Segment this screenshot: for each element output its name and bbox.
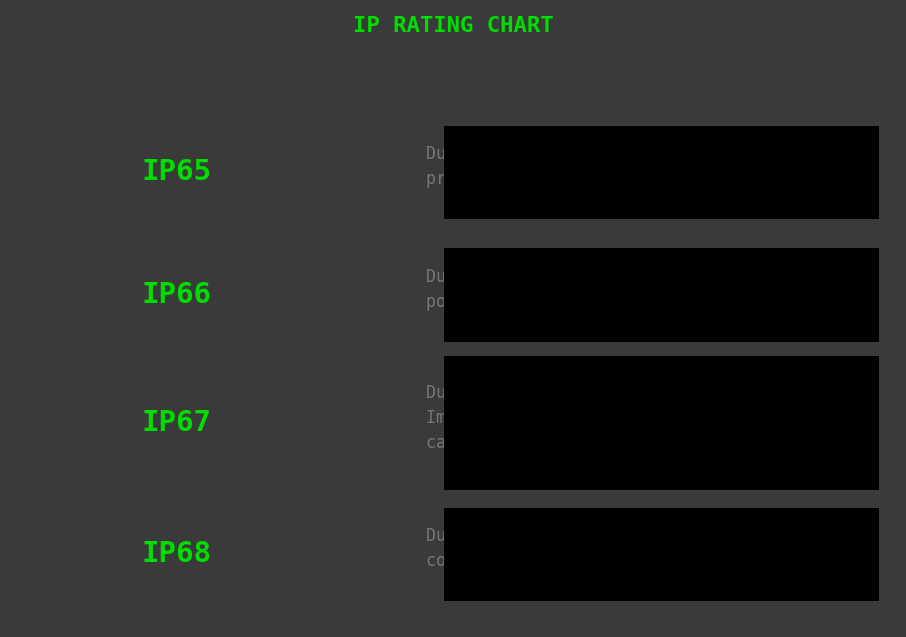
Bar <box>444 125 879 219</box>
Bar <box>444 508 879 601</box>
Bar <box>444 248 879 341</box>
Text: Dust tight, protected against water
projected from a nozzle: Dust tight, protected against water proj… <box>426 145 776 188</box>
Text: IP67: IP67 <box>141 409 212 437</box>
Text: Dust tight, protected against
Immersion between 15cm and 1 meter,
can be tempora: Dust tight, protected against Immersion … <box>426 383 776 452</box>
Text: Dust tight, protected against
continuous immersion in water: Dust tight, protected against continuous… <box>426 527 716 570</box>
Text: IP65: IP65 <box>141 159 212 187</box>
Text: Dust tight and protected against
powerful water jets: Dust tight and protected against powerfu… <box>426 268 746 311</box>
Text: IP RATING CHART: IP RATING CHART <box>352 16 554 36</box>
Text: IP68: IP68 <box>141 540 212 568</box>
Bar <box>444 356 879 490</box>
Text: IP66: IP66 <box>141 281 212 309</box>
